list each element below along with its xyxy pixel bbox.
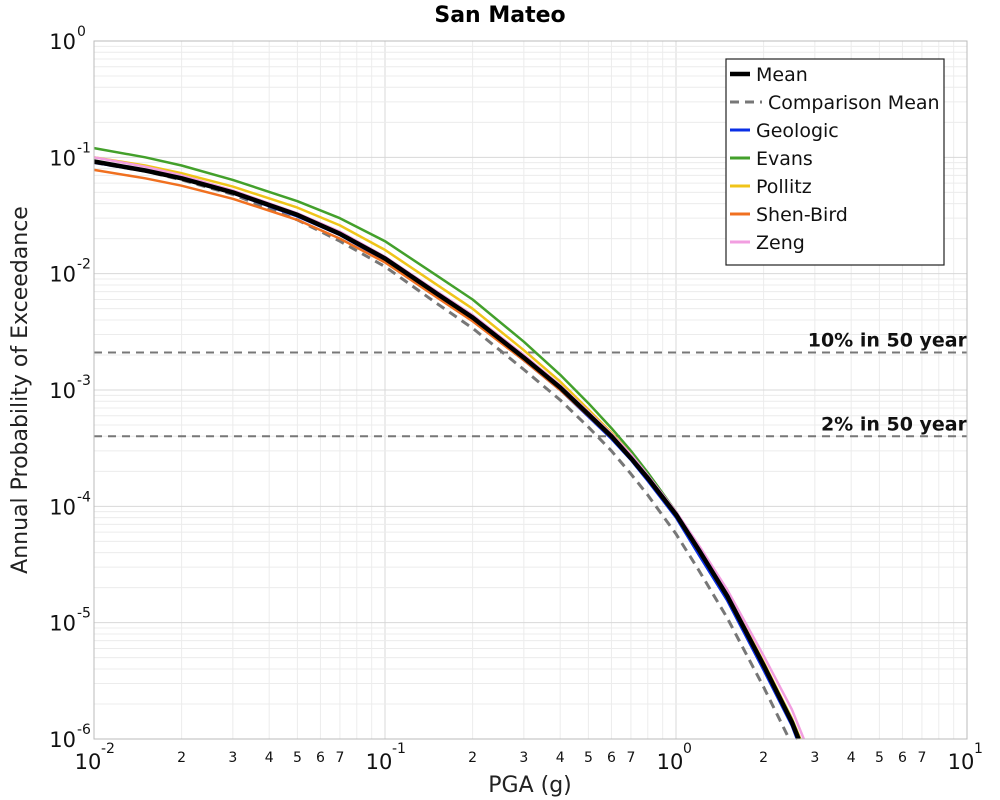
series-lines [93,146,805,740]
y-tick-label: 10 0 [49,24,86,54]
x-axis-label: PGA (g) [488,773,572,798]
x-minor-tick-label: 4 [847,750,856,766]
y-tick-base: 10 [49,495,76,519]
x-minor-tick-label: 6 [316,750,325,766]
y-tick-base: 10 [49,728,76,752]
x-tick-base: 10 [366,750,393,774]
y-tick-base: 10 [49,612,76,636]
y-tick-exponent: -5 [77,606,91,622]
reference-lines: 10% in 50 year 2% in 50 year [94,330,968,438]
legend-label-zeng: Zeng [756,232,805,254]
x-minor-tick-label: 7 [917,750,926,766]
y-tick-exponent: -2 [77,257,91,273]
y-tick-label: 10 -5 [49,606,91,636]
x-minor-tick-label: 5 [293,750,302,766]
x-tick-exponent: -2 [101,741,115,757]
x-tick-base: 10 [948,750,975,774]
legend: Mean Comparison Mean Geologic Evans Pollitz S… [725,58,945,266]
plot-frame [93,40,968,740]
x-minor-tick-label: 2 [468,750,477,766]
legend-label-evans: Evans [756,148,813,170]
y-tick-exponent: -3 [77,373,91,389]
series-line-comparison-mean [93,161,791,740]
reference-label-1: 10% in 50 year [808,330,968,352]
y-tick-base: 10 [49,379,76,403]
legend-label-comparison-mean: Comparison Mean [768,92,940,114]
x-tick-exponent: -1 [392,741,406,757]
y-tick-base: 10 [49,30,76,54]
x-tick-label: 101 [948,741,983,774]
grid [93,41,967,740]
x-minor-tick-label: 2 [177,750,186,766]
x-minor-tick-label: 7 [335,750,344,766]
x-minor-tick-label: 5 [584,750,593,766]
y-tick-label: 10 -2 [49,257,91,287]
x-tick-exponent: 0 [683,741,692,757]
y-tick-label: 10 -3 [49,373,91,403]
x-minor-tick-label: 5 [875,750,884,766]
series-line-mean [93,159,801,740]
reference-label-2: 2% in 50 year [821,413,968,435]
legend-label-mean: Mean [756,64,808,86]
y-axis-label: Annual Probability of Exceedance [8,206,33,574]
y-tick-label: 10 -1 [49,140,91,170]
x-minor-tick-label: 3 [519,750,528,766]
y-tick-base: 10 [49,263,76,287]
legend-label-pollitz: Pollitz [756,176,812,198]
y-tick-label: 10 -4 [49,489,91,519]
y-tick-exponent: -1 [77,140,91,156]
y-tick-label: 10 -6 [49,722,91,752]
x-minor-tick-label: 3 [810,750,819,766]
chart-title: San Mateo [434,3,565,28]
x-tick-exponent: 1 [974,741,983,757]
x-minor-tick-label: 2 [759,750,768,766]
x-minor-tick-label: 3 [228,750,237,766]
legend-label-shen-bird: Shen-Bird [756,204,848,226]
x-minor-tick-label: 7 [626,750,635,766]
y-tick-exponent: -6 [77,722,91,738]
x-tick-label: 10-2 [75,741,115,774]
y-tick-exponent: -4 [77,489,91,505]
x-tick-base: 10 [75,750,102,774]
y-tick-exponent: 0 [77,24,86,40]
x-minor-tick-label: 4 [265,750,274,766]
y-tick-base: 10 [49,146,76,170]
x-minor-tick-label: 6 [898,750,907,766]
x-tick-label: 100 [657,741,692,774]
x-minor-tick-label: 4 [556,750,565,766]
x-tick-base: 10 [657,750,684,774]
x-tick-label: 10-1 [366,741,406,774]
legend-label-geologic: Geologic [756,120,839,142]
x-minor-tick-label: 6 [607,750,616,766]
legend-box [725,58,945,266]
